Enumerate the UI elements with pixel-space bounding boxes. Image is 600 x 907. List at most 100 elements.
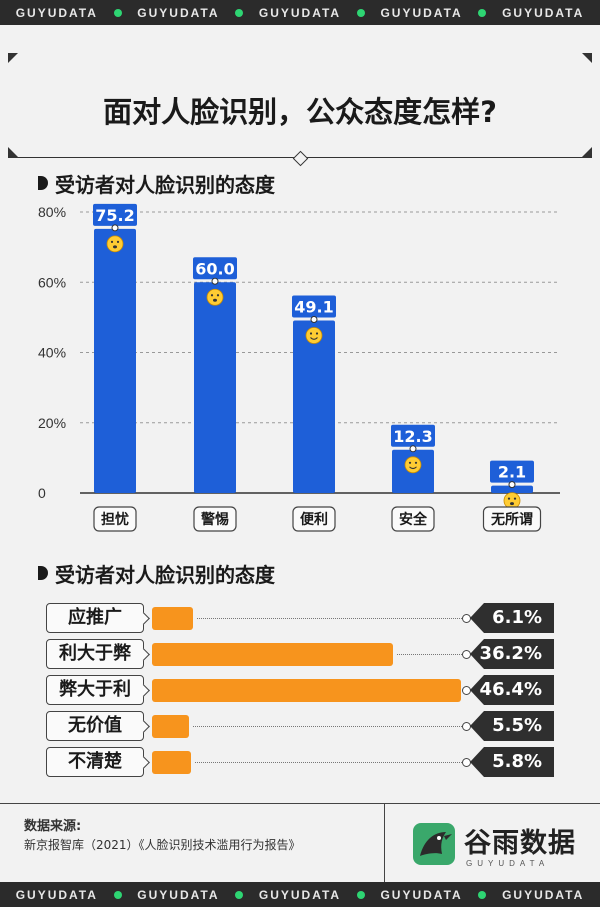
strip-dot-icon	[356, 890, 365, 899]
category-pill	[93, 506, 137, 532]
logo-subtitle: GUYUDATA	[466, 859, 550, 868]
face-eye	[315, 332, 319, 335]
bar-value-label: 2.1	[498, 463, 526, 482]
strip-brand-text: GUYUDATA	[15, 887, 98, 902]
bar	[94, 228, 136, 494]
face-mouth	[113, 245, 117, 249]
category-pill	[292, 506, 336, 532]
face-mouth	[213, 298, 217, 302]
row-value: 46.4%	[470, 675, 554, 705]
corner-mark-icon	[582, 147, 592, 157]
vertical-bar-chart: 80% 60% 40% 20% 0 75.2 担忧 60.0 警惕 49.1 便利 12.3 安全 2.1…	[38, 203, 560, 532]
page-title: 面对人脸识别，公众态度怎样?	[103, 95, 497, 129]
y-tick-label: 80%	[38, 204, 66, 220]
row-label: 弊大于利	[46, 675, 144, 705]
bar-value-label: 60.0	[195, 259, 234, 278]
bar	[194, 282, 236, 493]
row-label: 不清楚	[46, 747, 144, 777]
category-pill	[391, 506, 435, 532]
face-eye	[507, 497, 511, 500]
row-label: 应推广	[46, 603, 144, 633]
bar-value-label: 75.2	[95, 206, 134, 225]
category-pill	[482, 506, 542, 532]
leader-dot-icon	[462, 722, 471, 731]
strip-brand-text: GUYUDATA	[380, 5, 463, 20]
bar-value-box	[391, 424, 435, 447]
bar-value-box	[490, 460, 534, 483]
bar-value-label: 12.3	[393, 427, 432, 446]
hbar	[152, 643, 394, 666]
corner-mark-icon	[582, 53, 592, 63]
category-label: 担忧	[101, 511, 129, 528]
strip-brand-text: GUYUDATA	[137, 5, 220, 20]
face-eye	[309, 332, 313, 335]
face-eye	[110, 240, 114, 243]
bird-logo-icon	[413, 823, 455, 865]
bar-value-box	[292, 295, 336, 318]
strip-brand-text: GUYUDATA	[380, 887, 463, 902]
bar-marker-dot	[111, 224, 119, 232]
strip-dot-icon	[356, 8, 365, 17]
row-value: 36.2%	[470, 639, 554, 669]
fearful-face-icon	[206, 288, 224, 306]
leader-dot-icon	[462, 686, 471, 695]
face-eye	[210, 294, 214, 297]
strip-brand-text: GUYUDATA	[137, 887, 220, 902]
strip-dot-icon	[478, 890, 487, 899]
section-bullet-icon	[38, 566, 48, 580]
source-divider	[0, 803, 600, 804]
thinking-face-icon	[503, 492, 521, 510]
category-label: 无所谓	[490, 511, 533, 528]
source-vertical-divider	[384, 804, 385, 882]
strip-brand-text: GUYUDATA	[502, 5, 585, 20]
face-eye	[513, 497, 517, 500]
hbar	[152, 751, 191, 774]
brand-strip-bottom: GUYUDATA GUYUDATA GUYUDATA GUYUDATA GUYUDATA	[0, 882, 600, 907]
brand-strip-top: GUYUDATA GUYUDATA GUYUDATA GUYUDATA GUYUDATA	[0, 0, 600, 25]
strip-dot-icon	[113, 890, 122, 899]
category-label: 便利	[300, 511, 328, 528]
row-value: 6.1%	[470, 603, 554, 633]
face-eye	[408, 461, 412, 464]
logo-name: 谷雨数据	[464, 828, 576, 859]
infographic-card: 面对人脸识别，公众态度怎样? 受访者对人脸识别的态度 80% 60% 40% 20% 0…	[0, 25, 600, 882]
hbar	[152, 607, 193, 630]
fearful-face-icon	[106, 235, 124, 253]
source-label: 数据来源:	[24, 819, 82, 834]
leader-dot-icon	[462, 614, 471, 623]
leader-line	[194, 762, 462, 763]
y-tick-label: 40%	[38, 345, 66, 361]
leader-dot-icon	[462, 758, 471, 767]
row-value: 5.5%	[470, 711, 554, 741]
face-eye	[414, 461, 418, 464]
bar-value-box	[193, 257, 237, 280]
y-tick-label: 0	[38, 485, 46, 501]
strip-dot-icon	[235, 8, 244, 17]
face-mouth	[409, 466, 417, 470]
category-label: 警惕	[201, 511, 229, 528]
leader-line	[192, 726, 462, 727]
section-title-horizontal-chart: 受访者对人脸识别的态度	[55, 563, 275, 587]
row-label: 利大于弊	[46, 639, 144, 669]
section-title-vertical-chart: 受访者对人脸识别的态度	[55, 173, 275, 197]
strip-dot-icon	[235, 890, 244, 899]
bar-value-box	[93, 203, 137, 226]
corner-mark-icon	[8, 53, 18, 63]
face-mouth	[310, 337, 318, 340]
face-eye	[116, 240, 120, 243]
bar-marker-dot	[409, 445, 417, 453]
face-eye	[216, 294, 220, 297]
face-mouth	[510, 502, 514, 506]
strip-dot-icon	[478, 8, 487, 17]
bar-marker-dot	[508, 481, 516, 489]
corner-mark-icon	[8, 147, 18, 157]
source-text: 新京报智库（2021）《人脸识别技术滥用行为报告》	[24, 838, 301, 852]
smiling-face-icon	[305, 327, 323, 344]
leader-dot-icon	[462, 650, 471, 659]
strip-dot-icon	[113, 8, 122, 17]
bar	[491, 485, 533, 493]
hbar	[152, 715, 189, 738]
y-tick-label: 60%	[38, 274, 66, 290]
category-label: 安全	[399, 511, 428, 528]
leader-line	[397, 654, 462, 655]
